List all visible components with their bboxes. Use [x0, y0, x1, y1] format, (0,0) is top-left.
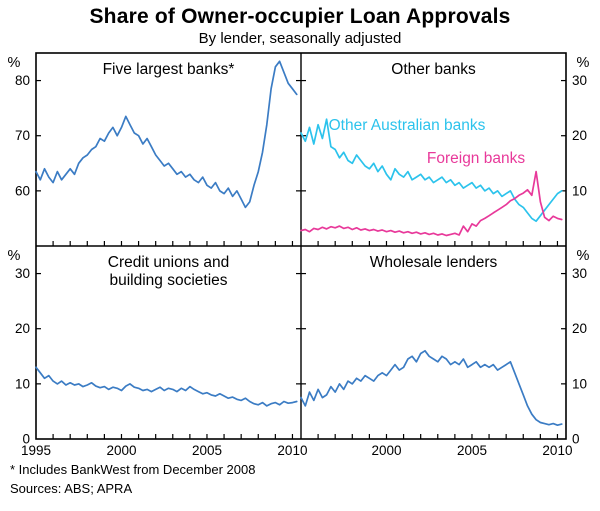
y-tick-label: 30 — [572, 73, 587, 88]
panel-other-banks — [300, 118, 563, 237]
footnote-block: * Includes BankWest from December 2008 S… — [0, 461, 600, 499]
series-line-other-australian-banks — [300, 118, 563, 223]
series-line-five-largest-banks — [35, 60, 298, 209]
x-tick-label: 2010 — [542, 443, 572, 458]
series-label: Foreign banks — [427, 150, 525, 167]
panel-title-credit-unions-building-societies: building societies — [109, 272, 227, 289]
chart-title: Share of Owner-occupier Loan Approvals — [89, 5, 511, 28]
y-tick-label: 60 — [15, 183, 30, 198]
series-label: Other Australian banks — [329, 117, 486, 134]
panel-title-other-banks: Other banks — [391, 61, 476, 78]
y-tick-label: 20 — [572, 321, 587, 336]
series-line-credit-unions-and-building-societies — [35, 366, 298, 407]
panel-title-credit-unions-building-societies: Credit unions and — [108, 254, 230, 271]
loan-approvals-chart: 1995 2000 2005 2010 2000 2005 2010%%% %607080Fi… — [8, 52, 590, 458]
y-tick-label: 30 — [572, 266, 587, 281]
series-line-foreign-banks — [300, 170, 563, 237]
x-tick-label: 2010 — [277, 443, 307, 458]
panel-title-five-largest-banks: Five largest banks* — [103, 61, 235, 78]
unit-label: % — [8, 55, 21, 71]
footnote: * Includes BankWest from December 2008 — [10, 462, 256, 477]
y-tick-label: 80 — [15, 73, 30, 88]
y-tick-label: 0 — [22, 432, 30, 447]
y-tick-label: 0 — [572, 432, 580, 447]
panel-title-wholesale-lenders: Wholesale lenders — [370, 254, 498, 271]
unit-label: % — [8, 248, 21, 264]
x-tick-label: 2005 — [192, 443, 222, 458]
x-tick-label: 1995 — [21, 443, 51, 458]
y-tick-label: 10 — [572, 376, 587, 391]
y-tick-label: 30 — [15, 266, 30, 281]
unit-label: % — [577, 248, 590, 264]
y-tick-label: 20 — [15, 321, 30, 336]
axes — [35, 52, 567, 440]
x-tick-label: 2000 — [371, 443, 401, 458]
unit-label: % — [577, 55, 590, 71]
y-tick-label: 10 — [572, 183, 587, 198]
chart-text: 1995 2000 2005 2010 2000 2005 2010%%% %607080Fi… — [8, 55, 590, 458]
panel-five-largest-banks — [35, 60, 298, 209]
series-line-wholesale-lenders — [300, 349, 563, 427]
data-lines — [35, 60, 563, 427]
y-tick-label: 70 — [15, 128, 30, 143]
x-tick-label: 2005 — [457, 443, 487, 458]
axis-ticks — [36, 79, 566, 439]
sources: Sources: ABS; APRA — [10, 480, 133, 496]
x-tick-label: 2000 — [106, 443, 136, 458]
panel-wholesale-lenders — [300, 349, 563, 427]
y-tick-label: 10 — [15, 376, 30, 391]
panel-credit-unions-building-societies — [35, 366, 298, 407]
y-tick-label: 20 — [572, 128, 587, 143]
chart-subtitle: By lender, seasonally adjusted — [198, 30, 402, 47]
